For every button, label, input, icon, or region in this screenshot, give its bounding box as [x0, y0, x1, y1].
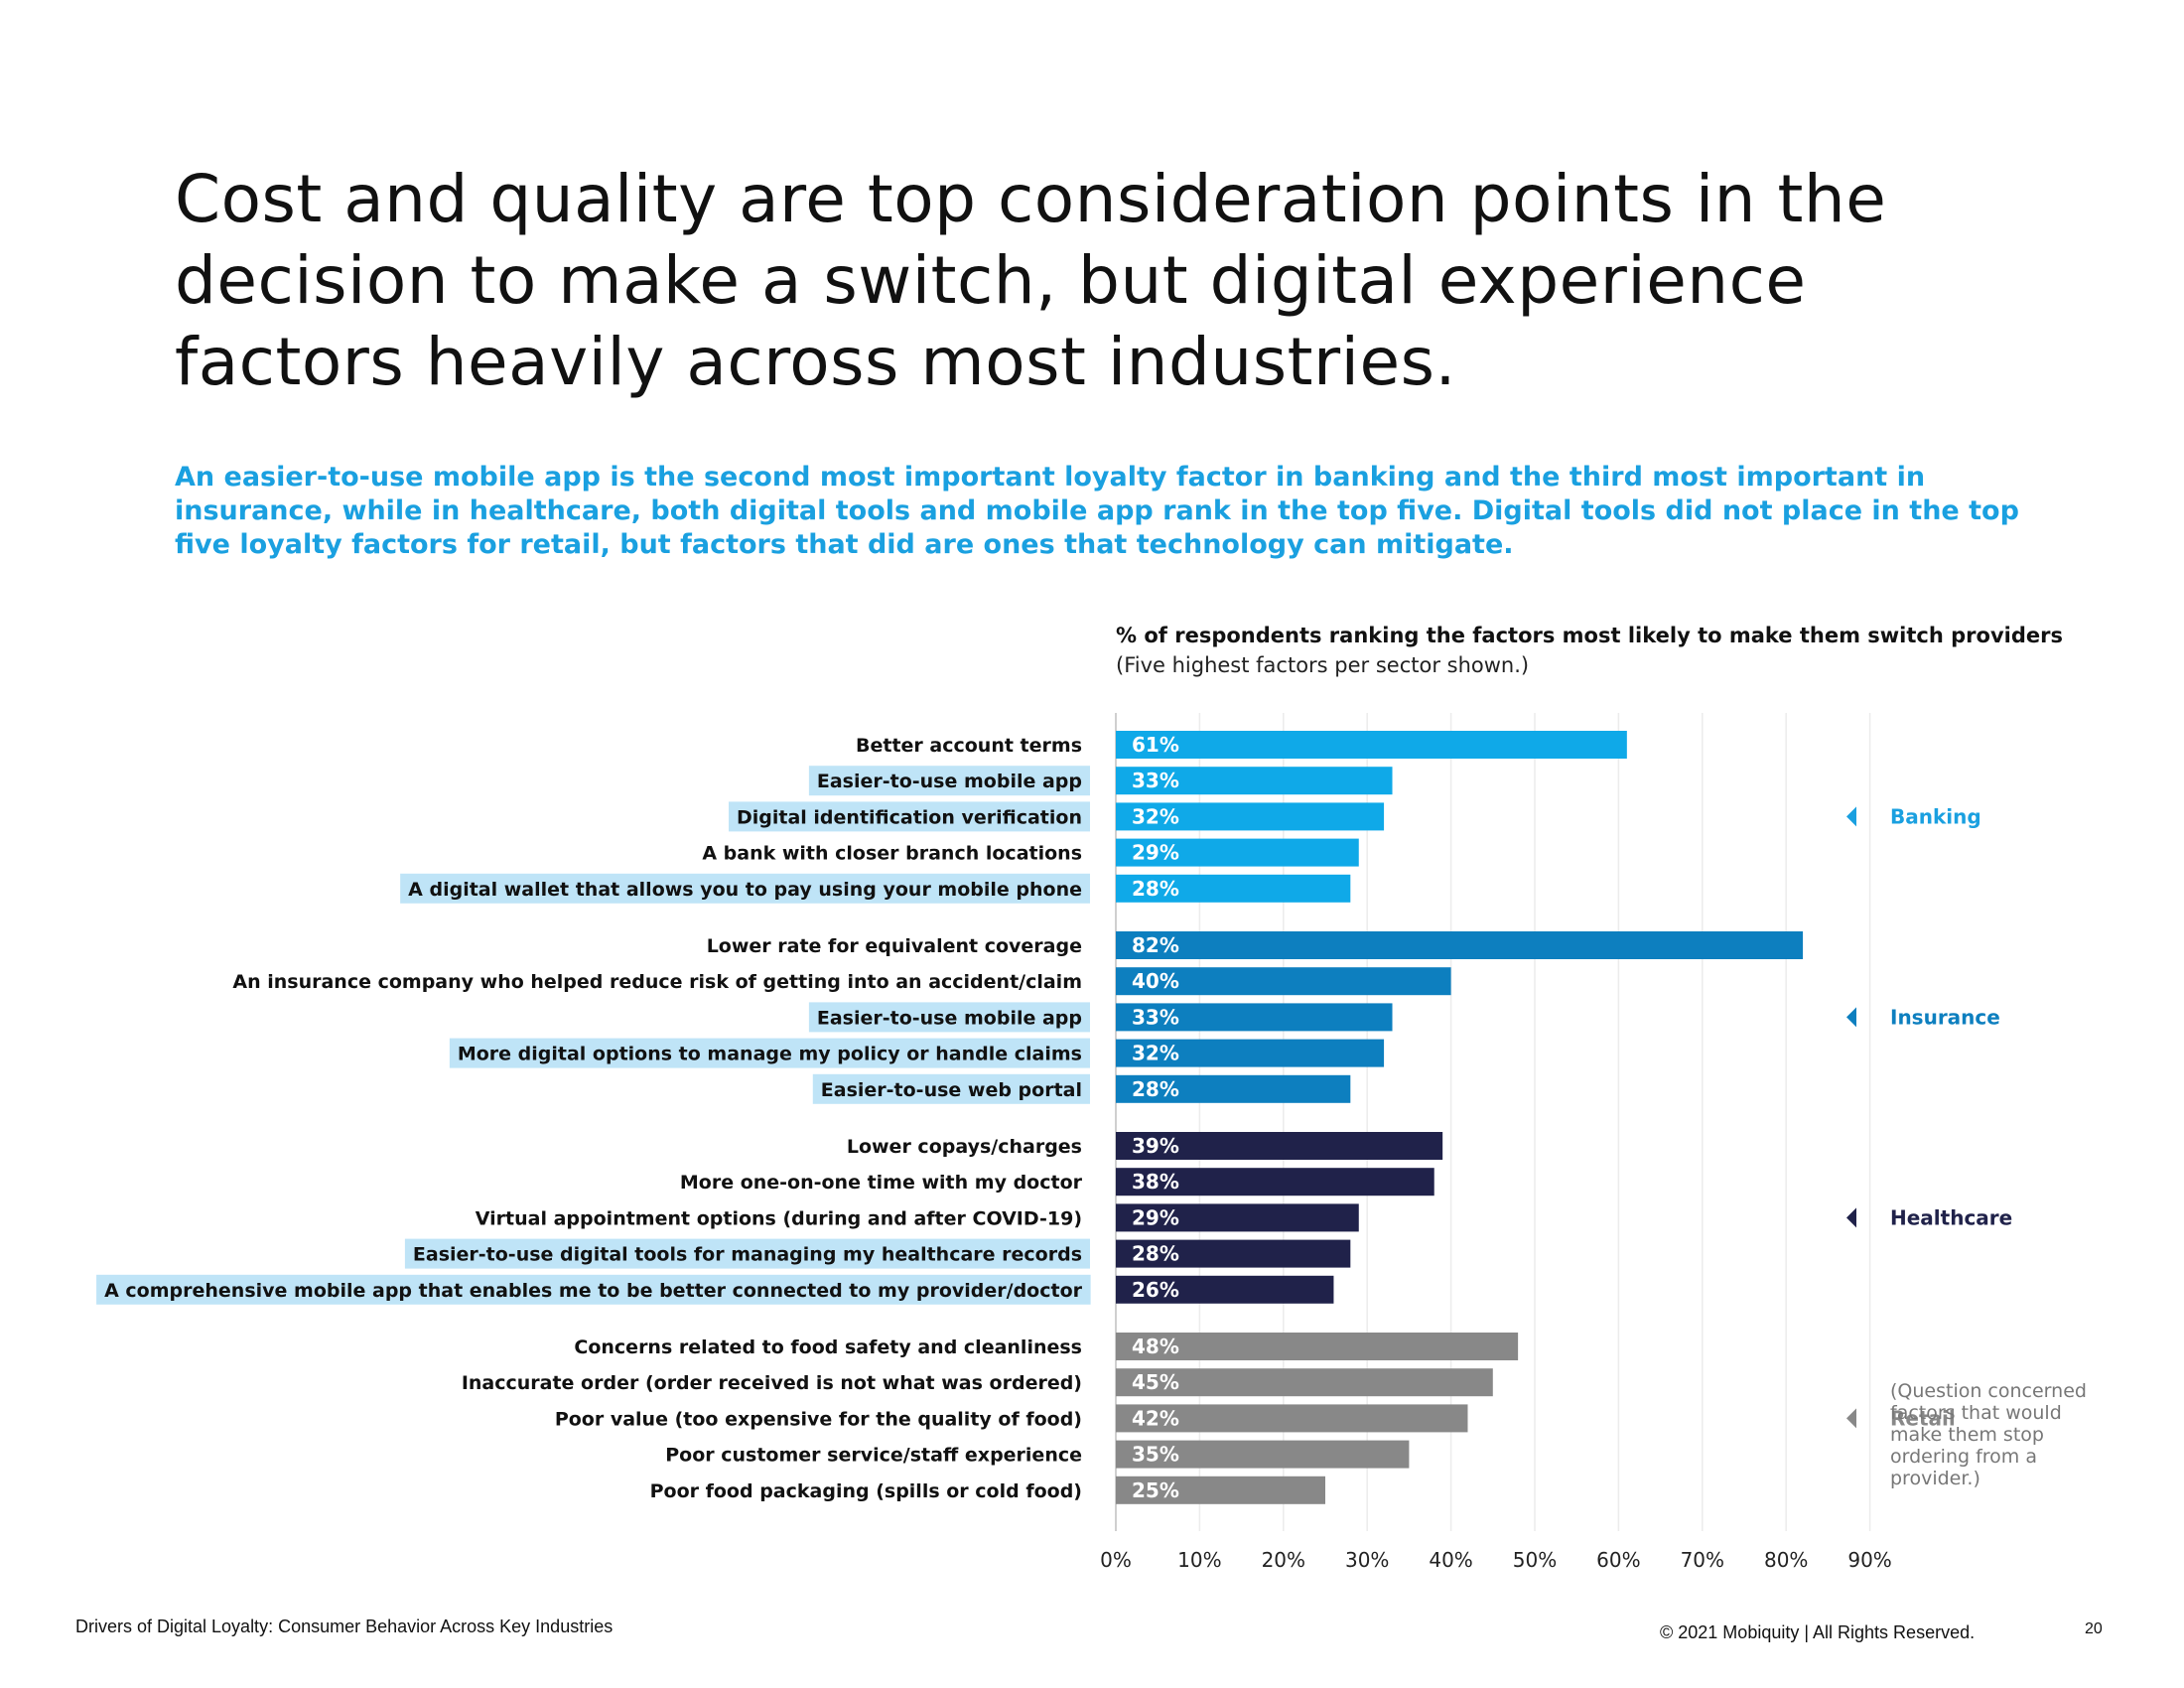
bar	[1116, 874, 1351, 903]
label-highlight	[728, 801, 1090, 832]
page-number: 20	[2085, 1620, 2103, 1637]
footer-copyright: © 2021 Mobiquity | All Rights Reserved.	[1660, 1622, 1976, 1642]
x-tick-label: 90%	[1847, 1548, 1891, 1572]
chart-title: % of respondents ranking the factors mos…	[1116, 624, 2063, 647]
category-label: Better account terms	[856, 735, 1082, 757]
group-label: Healthcare	[1890, 1205, 2012, 1229]
category-label: Easier-to-use web portal	[821, 1079, 1082, 1101]
bar	[1116, 931, 1804, 959]
category-label: Easier-to-use mobile app	[817, 1007, 1082, 1029]
bar	[1116, 1440, 1410, 1469]
category-label: Lower copays/charges	[847, 1136, 1082, 1158]
data-label: 28%	[1132, 1077, 1179, 1101]
pointer-icon	[1846, 1207, 1856, 1228]
data-label: 33%	[1132, 769, 1179, 792]
bar	[1116, 1404, 1468, 1433]
category-label: More digital options to manage my policy…	[458, 1044, 1082, 1065]
label-highlight	[449, 1038, 1090, 1068]
data-label: 39%	[1132, 1134, 1179, 1158]
data-label: 82%	[1132, 933, 1179, 957]
bar	[1116, 1333, 1519, 1360]
label-highlight	[808, 766, 1090, 796]
x-tick-label: 0%	[1100, 1548, 1132, 1572]
pointer-icon	[1846, 1007, 1856, 1028]
bar	[1116, 1275, 1334, 1304]
label-highlight	[400, 873, 1090, 904]
bar	[1116, 1168, 1434, 1196]
group-label: Banking	[1890, 804, 1981, 828]
bar	[1116, 1074, 1351, 1103]
data-label: 32%	[1132, 1042, 1179, 1065]
category-label: More one-on-one time with my doctor	[680, 1172, 1083, 1194]
label-highlight	[812, 1073, 1090, 1104]
data-label: 48%	[1132, 1335, 1179, 1358]
category-label: Poor food packaging (spills or cold food…	[650, 1480, 1082, 1502]
data-label: 28%	[1132, 877, 1179, 901]
chart-subtitle: (Five highest factors per sector shown.)	[1116, 653, 1530, 677]
data-label: 29%	[1132, 841, 1179, 865]
category-label: Easier-to-use digital tools for managing…	[413, 1244, 1082, 1266]
group-label: Retail	[1890, 1406, 1956, 1430]
data-label: 32%	[1132, 804, 1179, 828]
category-label: Easier-to-use mobile app	[817, 771, 1082, 792]
bar	[1116, 802, 1385, 831]
bar	[1116, 767, 1393, 795]
bar	[1116, 838, 1359, 867]
data-label: 42%	[1132, 1406, 1179, 1430]
category-label: A digital wallet that allows you to pay …	[408, 879, 1082, 901]
x-tick-label: 20%	[1262, 1548, 1305, 1572]
bar	[1116, 1476, 1325, 1504]
x-tick-label: 50%	[1513, 1548, 1557, 1572]
data-label: 25%	[1132, 1478, 1179, 1502]
data-label: 45%	[1132, 1370, 1179, 1394]
pointer-icon	[1846, 1408, 1856, 1429]
data-label: 28%	[1132, 1242, 1179, 1266]
category-label: A bank with closer branch locations	[702, 843, 1082, 865]
category-label: Poor customer service/staff experience	[665, 1445, 1082, 1467]
category-label: Concerns related to food safety and clea…	[574, 1336, 1082, 1358]
category-label: An insurance company who helped reduce r…	[232, 971, 1082, 993]
data-label: 40%	[1132, 969, 1179, 993]
category-label: Virtual appointment options (during and …	[476, 1207, 1082, 1229]
label-highlight	[96, 1274, 1091, 1305]
bar	[1116, 1039, 1385, 1067]
category-label: Poor value (too expensive for the qualit…	[555, 1408, 1082, 1430]
category-label: Lower rate for equivalent coverage	[707, 935, 1082, 957]
bar	[1116, 1003, 1393, 1032]
bar	[1116, 1239, 1351, 1268]
data-label: 35%	[1132, 1443, 1179, 1467]
x-tick-label: 40%	[1429, 1548, 1472, 1572]
retail-note: (Question concerned factors that would m…	[1890, 1380, 2087, 1489]
x-tick-label: 10%	[1177, 1548, 1221, 1572]
category-label: Inaccurate order (order received is not …	[462, 1372, 1082, 1394]
data-label: 33%	[1132, 1005, 1179, 1029]
bar	[1116, 1368, 1493, 1397]
bar	[1116, 1203, 1359, 1232]
footer-title: Drivers of Digital Loyalty: Consumer Beh…	[75, 1617, 614, 1636]
data-label: 38%	[1132, 1170, 1179, 1194]
data-label: 26%	[1132, 1278, 1179, 1302]
label-highlight	[808, 1002, 1090, 1033]
subheading: An easier-to-use mobile app is the secon…	[175, 462, 2019, 560]
page-title: Cost and quality are top consideration p…	[175, 161, 1887, 400]
x-tick-label: 60%	[1596, 1548, 1640, 1572]
data-label: 61%	[1132, 733, 1179, 757]
group-label: Insurance	[1890, 1005, 2000, 1029]
pointer-icon	[1846, 806, 1856, 827]
x-tick-label: 80%	[1764, 1548, 1808, 1572]
bar	[1116, 1132, 1443, 1160]
bar	[1116, 731, 1627, 759]
data-label: 29%	[1132, 1205, 1179, 1229]
bar	[1116, 967, 1451, 996]
category-label: Digital identification verification	[737, 806, 1082, 828]
category-label: A comprehensive mobile app that enables …	[104, 1280, 1083, 1302]
label-highlight	[404, 1238, 1090, 1269]
x-tick-label: 30%	[1345, 1548, 1389, 1572]
x-tick-label: 70%	[1681, 1548, 1724, 1572]
